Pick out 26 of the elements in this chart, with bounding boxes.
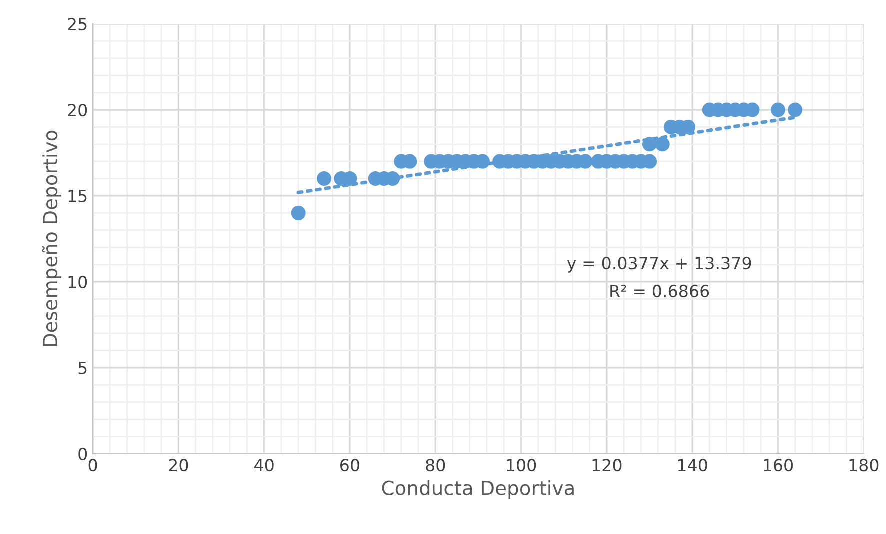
x-tick-label: 120 bbox=[592, 459, 622, 472]
point bbox=[316, 172, 332, 186]
annotation: y = 0.0377x + 13.379 bbox=[567, 256, 752, 273]
y-tick-label: 10 bbox=[68, 276, 88, 289]
x-axis-title: Conducta Deportiva bbox=[382, 480, 574, 500]
x-tick-label: 160 bbox=[764, 459, 793, 472]
x-tick-label: 60 bbox=[340, 459, 360, 472]
x-tick-label: 40 bbox=[254, 459, 274, 472]
x-tick-label: 140 bbox=[678, 459, 708, 472]
x-tick-label: 80 bbox=[426, 459, 446, 472]
y-tick-label: 5 bbox=[78, 362, 87, 374]
y-tick-label: 20 bbox=[68, 104, 88, 117]
point bbox=[642, 137, 658, 152]
x-tick-label: 0 bbox=[88, 459, 98, 472]
y-tick-label: 25 bbox=[68, 18, 87, 31]
point bbox=[655, 137, 670, 152]
x-tick-label: 100 bbox=[507, 459, 536, 472]
x-tick-label: 20 bbox=[169, 459, 188, 472]
x-tick-label: 180 bbox=[850, 459, 879, 472]
annotation: R² = 0.6866 bbox=[610, 284, 710, 298]
point bbox=[291, 206, 306, 220]
point bbox=[770, 102, 786, 118]
point bbox=[788, 102, 803, 118]
y-tick-label: 15 bbox=[68, 190, 87, 203]
y-tick-label: 0 bbox=[78, 448, 88, 460]
y-axis-title: Desempeño Deportivo bbox=[42, 130, 62, 346]
